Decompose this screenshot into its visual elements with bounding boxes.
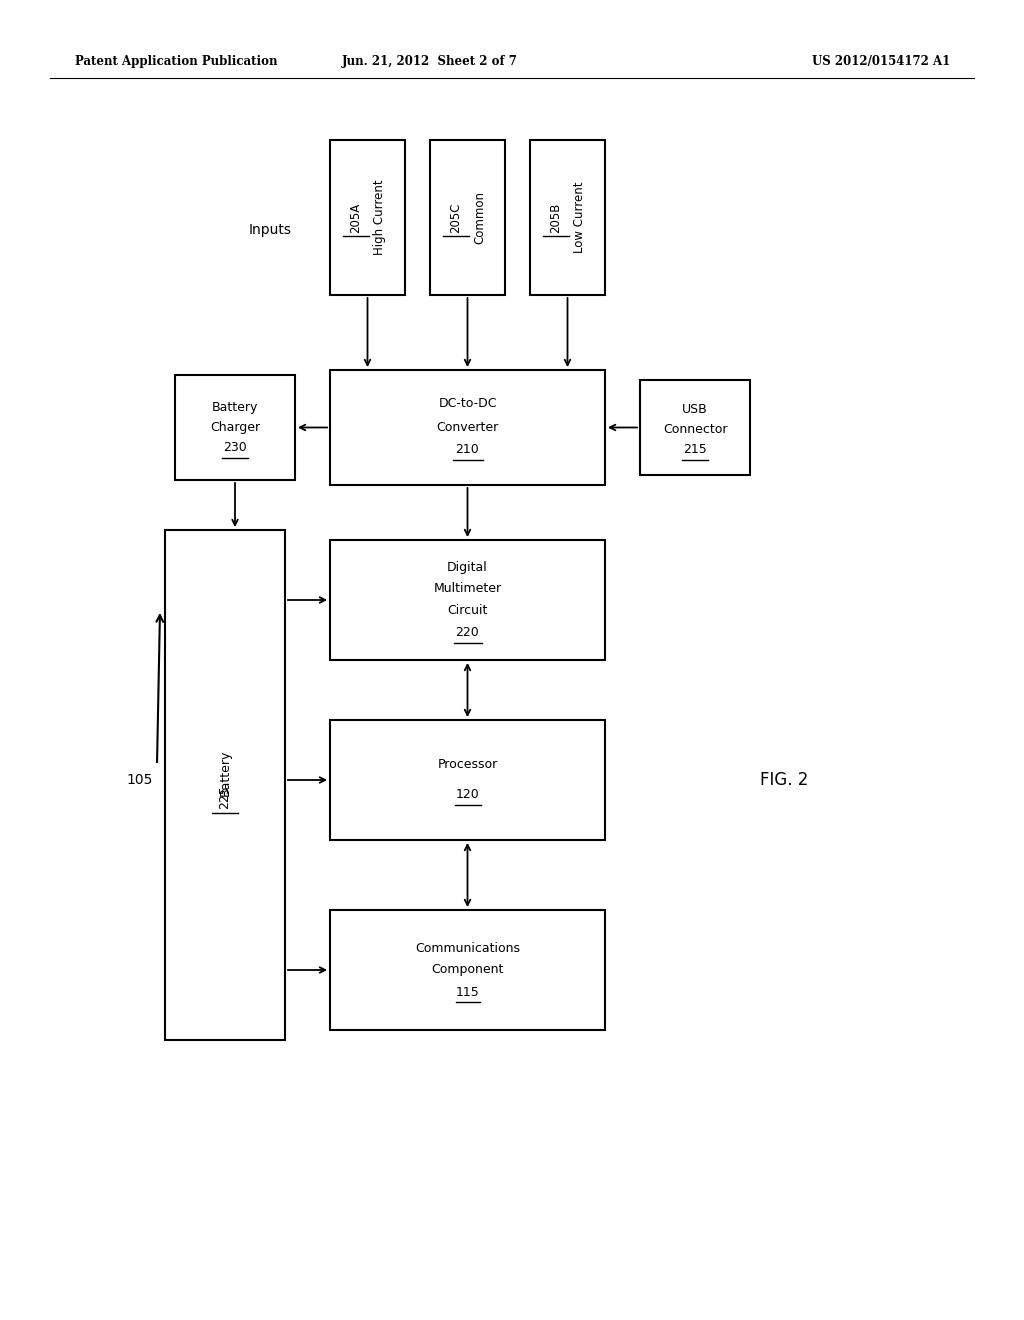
Text: US 2012/0154172 A1: US 2012/0154172 A1 bbox=[812, 55, 950, 69]
Bar bbox=[165, 531, 285, 1040]
Text: Inputs: Inputs bbox=[249, 223, 292, 238]
Text: 205A: 205A bbox=[349, 202, 362, 232]
Bar bbox=[175, 375, 295, 480]
Text: Communications: Communications bbox=[415, 941, 520, 954]
Text: 205B: 205B bbox=[549, 202, 562, 232]
Text: Component: Component bbox=[431, 964, 504, 977]
Text: 220: 220 bbox=[456, 627, 479, 639]
Bar bbox=[330, 909, 605, 1030]
Text: 210: 210 bbox=[456, 444, 479, 455]
Text: Circuit: Circuit bbox=[447, 605, 487, 618]
Text: 205C: 205C bbox=[449, 202, 462, 232]
Text: Jun. 21, 2012  Sheet 2 of 7: Jun. 21, 2012 Sheet 2 of 7 bbox=[342, 55, 518, 69]
Text: FIG. 2: FIG. 2 bbox=[760, 771, 808, 789]
Text: USB: USB bbox=[682, 403, 708, 416]
Text: Connector: Connector bbox=[663, 422, 727, 436]
Text: Battery: Battery bbox=[212, 401, 258, 414]
Text: Low Current: Low Current bbox=[573, 182, 586, 253]
Text: 105: 105 bbox=[127, 774, 154, 787]
Text: Processor: Processor bbox=[437, 759, 498, 771]
Text: 215: 215 bbox=[683, 444, 707, 455]
Text: Multimeter: Multimeter bbox=[433, 582, 502, 595]
Text: Charger: Charger bbox=[210, 421, 260, 434]
Bar bbox=[330, 370, 605, 484]
Text: Digital: Digital bbox=[447, 561, 487, 573]
Text: 230: 230 bbox=[223, 441, 247, 454]
Bar bbox=[330, 540, 605, 660]
Text: DC-to-DC: DC-to-DC bbox=[438, 397, 497, 411]
Bar bbox=[330, 719, 605, 840]
Bar bbox=[640, 380, 750, 475]
Bar bbox=[330, 140, 406, 294]
Bar bbox=[530, 140, 605, 294]
Text: 225: 225 bbox=[218, 785, 231, 809]
Text: Converter: Converter bbox=[436, 421, 499, 434]
Text: Battery: Battery bbox=[218, 750, 231, 796]
Bar bbox=[430, 140, 505, 294]
Text: 120: 120 bbox=[456, 788, 479, 801]
Text: Common: Common bbox=[473, 191, 486, 244]
Text: High Current: High Current bbox=[373, 180, 386, 255]
Text: Patent Application Publication: Patent Application Publication bbox=[75, 55, 278, 69]
Text: 115: 115 bbox=[456, 986, 479, 998]
